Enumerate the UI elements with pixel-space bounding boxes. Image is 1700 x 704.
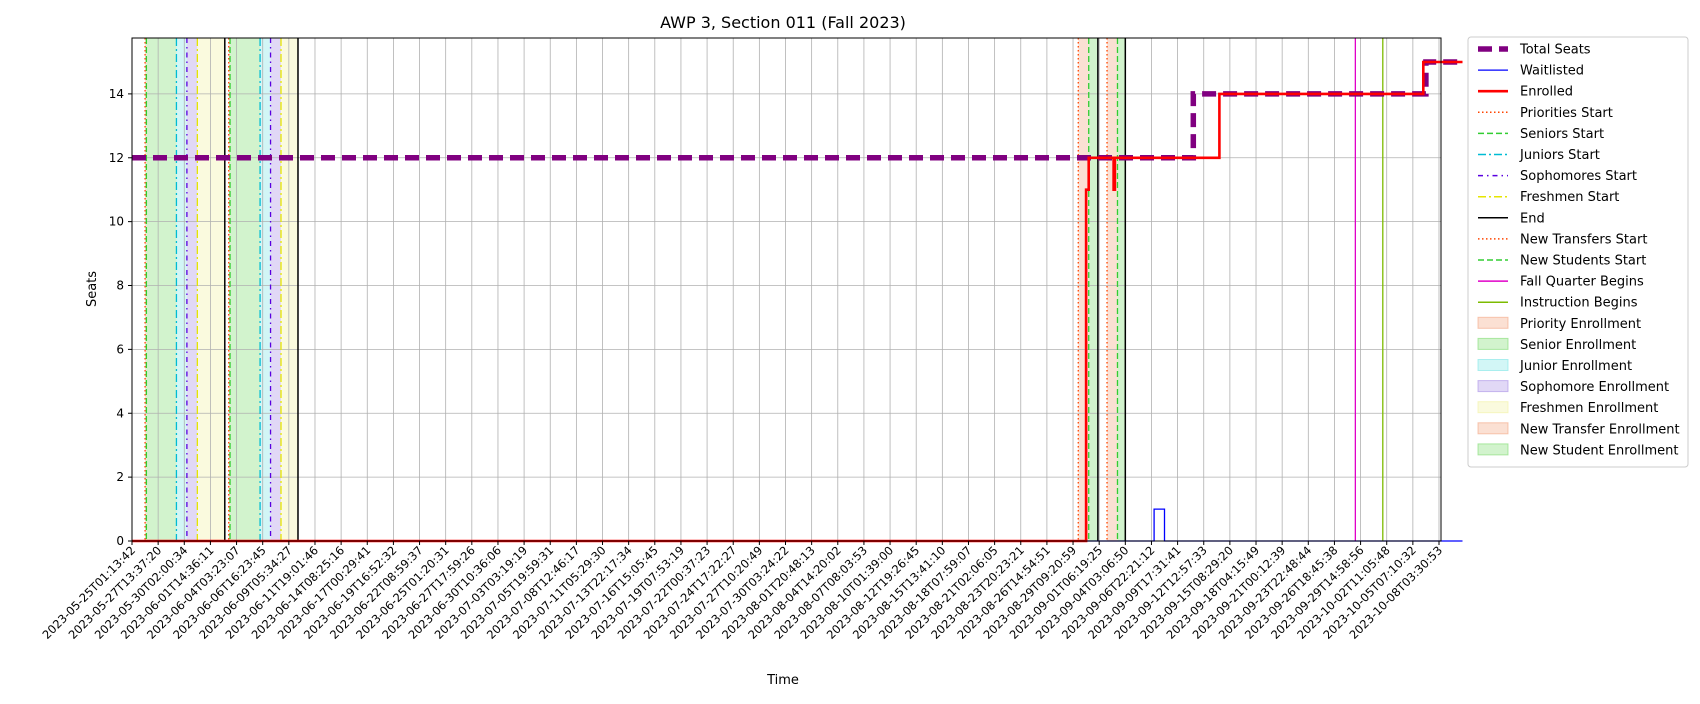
legend-box [1467,36,1689,468]
legend-label: Seniors Start [1520,127,1604,142]
legend-label: Freshmen Start [1520,190,1619,205]
y-axis-label: Seats [85,271,100,307]
shade-freshmen-enrollment [280,38,298,541]
x-ticks: 2023-05-25T01:13:422023-05-27T13:37:2020… [39,541,1445,642]
shade-junior-enrollment [176,38,187,541]
legend-label: New Students Start [1520,254,1646,269]
x-axis-label: Time [766,673,799,688]
event-lines [144,38,1384,541]
series-total-seats [132,59,1463,161]
legend-label: Waitlisted [1520,64,1584,79]
y-tick-label: 12 [109,151,124,165]
shade-senior-enrollment [146,38,177,541]
shade-sophomore-enrollment [186,38,198,541]
y-tick-label: 0 [116,534,124,548]
legend-label: Instruction Begins [1520,296,1638,311]
shade-priority-enrollment [145,38,147,541]
legend: Total Seats Waitlisted Enrolled Priorities … [1467,36,1689,468]
y-tick-label: 4 [116,406,124,420]
legend-label: New Transfer Enrollment [1520,422,1680,437]
legend-swatch [1477,380,1509,393]
y-tick-label: 10 [109,215,124,229]
y-tick-label: 6 [116,342,124,356]
legend-swatch [1477,359,1509,371]
shaded-regions [145,38,1126,541]
shade-freshmen-enrollment [197,38,225,541]
legend-label: Sophomore Enrollment [1520,380,1669,395]
legend-label: Senior Enrollment [1520,338,1636,353]
shade-junior-enrollment [260,38,271,541]
legend-label: Sophomores Start [1520,169,1637,184]
grid-lines [131,38,1441,542]
legend-label: Priorities Start [1520,106,1613,121]
legend-label: Freshmen Enrollment [1520,401,1658,416]
legend-label: Junior Enrollment [1519,359,1632,374]
series-enrolled [132,60,1463,543]
legend-label: Priority Enrollment [1520,317,1641,332]
shade-senior-enrollment [230,38,261,541]
legend-swatch [1477,443,1509,456]
y-tick-label: 14 [109,87,124,101]
legend-label: Juniors Start [1519,148,1600,163]
series-waitlisted [132,508,1463,542]
legend-swatch [1477,337,1509,350]
legend-label: End [1520,211,1545,226]
legend-label: New Student Enrollment [1520,443,1678,458]
legend-swatch [1477,401,1509,414]
chart-title: AWP 3, Section 011 (Fall 2023) [660,13,906,32]
series-lines [132,59,1463,543]
shade-priority-enrollment [1078,38,1089,541]
y-tick-label: 8 [116,279,124,293]
legend-label: New Transfers Start [1520,232,1647,247]
legend-label: Fall Quarter Begins [1520,275,1644,290]
shade-new-transfer-enrollment [1107,38,1118,541]
y-ticks: 0 2 4 6 8 10 12 14 [109,87,132,548]
plot-frame [131,37,1442,542]
shade-priority-enrollment [228,38,231,541]
shade-sophomore-enrollment [270,38,281,541]
shade-senior-enrollment [1088,38,1098,541]
legend-label: Total Seats [1519,43,1591,58]
legend-swatch [1477,316,1509,329]
shade-new-student-enrollment [1117,38,1126,541]
legend-label: Enrolled [1520,85,1573,100]
y-tick-label: 2 [116,470,124,484]
legend-swatch [1477,422,1509,435]
